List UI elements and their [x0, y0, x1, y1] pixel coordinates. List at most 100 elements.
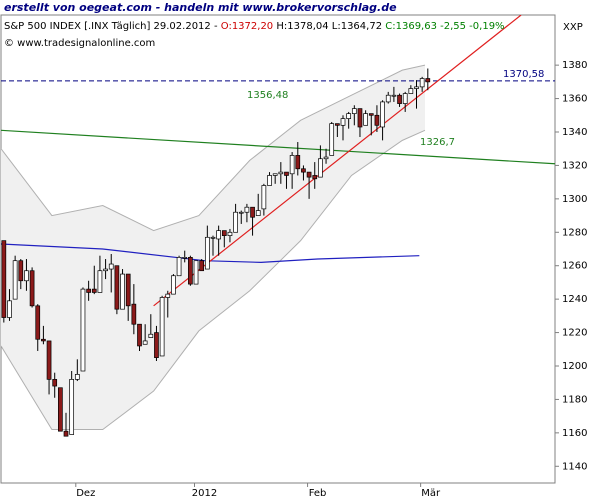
y-tick-label: 1160	[562, 428, 587, 439]
x-tick-label: 2012	[192, 488, 217, 499]
source: © www.tradesignalonline.com	[4, 38, 156, 49]
candle-body	[374, 114, 380, 126]
candle-body	[408, 88, 414, 94]
candle-body	[165, 293, 171, 298]
candle-body	[52, 379, 58, 387]
level-label: 1370,58	[503, 69, 544, 80]
y-tick-label: 1260	[562, 261, 587, 272]
candle-body	[58, 387, 63, 432]
x-tick-label: Mär	[421, 488, 441, 499]
trend-line	[1, 129, 555, 165]
candle-body	[114, 265, 120, 310]
candle-body	[97, 270, 103, 293]
plot-area	[1, 15, 555, 437]
candle-body	[419, 78, 425, 88]
y-tick-label: 1240	[562, 294, 587, 305]
candle-body	[91, 288, 97, 293]
candle-body	[272, 173, 278, 176]
candle-body	[159, 297, 165, 357]
candle-body	[414, 86, 419, 89]
candle-body	[148, 333, 154, 338]
candle-body	[171, 275, 176, 295]
annotation: 1326,7	[420, 137, 455, 148]
candle-body	[301, 168, 306, 173]
candle-body	[80, 288, 86, 372]
trend-line	[1, 243, 420, 263]
candle-body	[289, 155, 295, 175]
candle-body	[18, 260, 24, 282]
candle-body	[204, 236, 210, 270]
candle-body	[1, 240, 7, 318]
candle-body	[29, 270, 35, 307]
candle-body	[267, 175, 272, 186]
y-tick-label: 1320	[562, 160, 587, 171]
candle-body	[46, 340, 52, 380]
candle-body	[137, 323, 142, 347]
candle-body	[284, 171, 289, 176]
bollinger-lower	[1, 129, 426, 431]
candle-body	[103, 268, 108, 272]
quote-part: H:1378,04 L:1364,72	[273, 21, 386, 32]
candle-body	[368, 113, 374, 116]
candle-body	[108, 263, 114, 270]
trend-line	[153, 15, 522, 307]
y-tick-label: 1220	[562, 328, 587, 339]
candle-body	[425, 78, 431, 83]
candle-body	[86, 288, 91, 293]
y-tick-label: 1140	[562, 461, 587, 472]
quote-line: S&P 500 INDEX [.INX Täglich] 29.02.2012 …	[4, 21, 505, 32]
candle-body	[24, 270, 29, 282]
candle-body	[363, 113, 368, 126]
candle-body	[74, 374, 80, 380]
candle-body	[312, 175, 318, 180]
candle-body	[221, 230, 227, 236]
candle-body	[142, 340, 148, 345]
candle-body	[182, 257, 188, 259]
candle-body	[250, 206, 255, 218]
candle-body	[63, 430, 69, 437]
candle-body	[295, 155, 301, 170]
candle-body	[385, 94, 391, 103]
candle-body	[329, 123, 335, 156]
candle-body	[216, 230, 221, 240]
annotation: 1356,48	[247, 90, 288, 101]
candle-body	[340, 118, 346, 126]
symbol: XXP	[563, 22, 583, 33]
candle-body	[391, 94, 397, 97]
candle-body	[233, 211, 238, 233]
candle-body	[380, 101, 385, 128]
bollinger-upper	[1, 64, 426, 232]
candle-body	[351, 108, 357, 114]
y-tick-label: 1340	[562, 127, 587, 138]
candle-body	[402, 93, 408, 104]
x-tick-label: Feb	[309, 488, 327, 499]
quote-part: S&P 500 INDEX [.INX Täglich] 29.02.2012 …	[4, 21, 221, 32]
candle-body	[176, 257, 182, 277]
candle-body	[131, 303, 137, 325]
candle-body	[35, 305, 41, 340]
y-tick-label: 1180	[562, 394, 587, 405]
candle-body	[188, 257, 193, 285]
quote-part: O:1372,20	[220, 21, 274, 32]
candle-body	[120, 273, 125, 310]
y-tick-label: 1300	[562, 194, 587, 205]
x-tick-label: Dez	[76, 488, 95, 499]
candle-body	[12, 260, 18, 300]
y-tick-label: 1360	[562, 94, 587, 105]
quote-part: C:1369,63 -2,55 -0,19%	[385, 21, 505, 32]
candle-body	[278, 171, 284, 175]
candle-body	[193, 260, 199, 285]
candle-body	[306, 171, 312, 178]
y-tick-label: 1380	[562, 60, 587, 71]
candle-body	[210, 236, 216, 239]
candle-body	[261, 185, 267, 210]
candle-body	[255, 210, 261, 216]
candle-body	[323, 156, 329, 160]
candle-body	[244, 206, 250, 213]
candle-body	[7, 300, 12, 318]
candle-body	[227, 231, 233, 236]
candle-body	[41, 338, 46, 342]
candle-body	[335, 123, 340, 126]
